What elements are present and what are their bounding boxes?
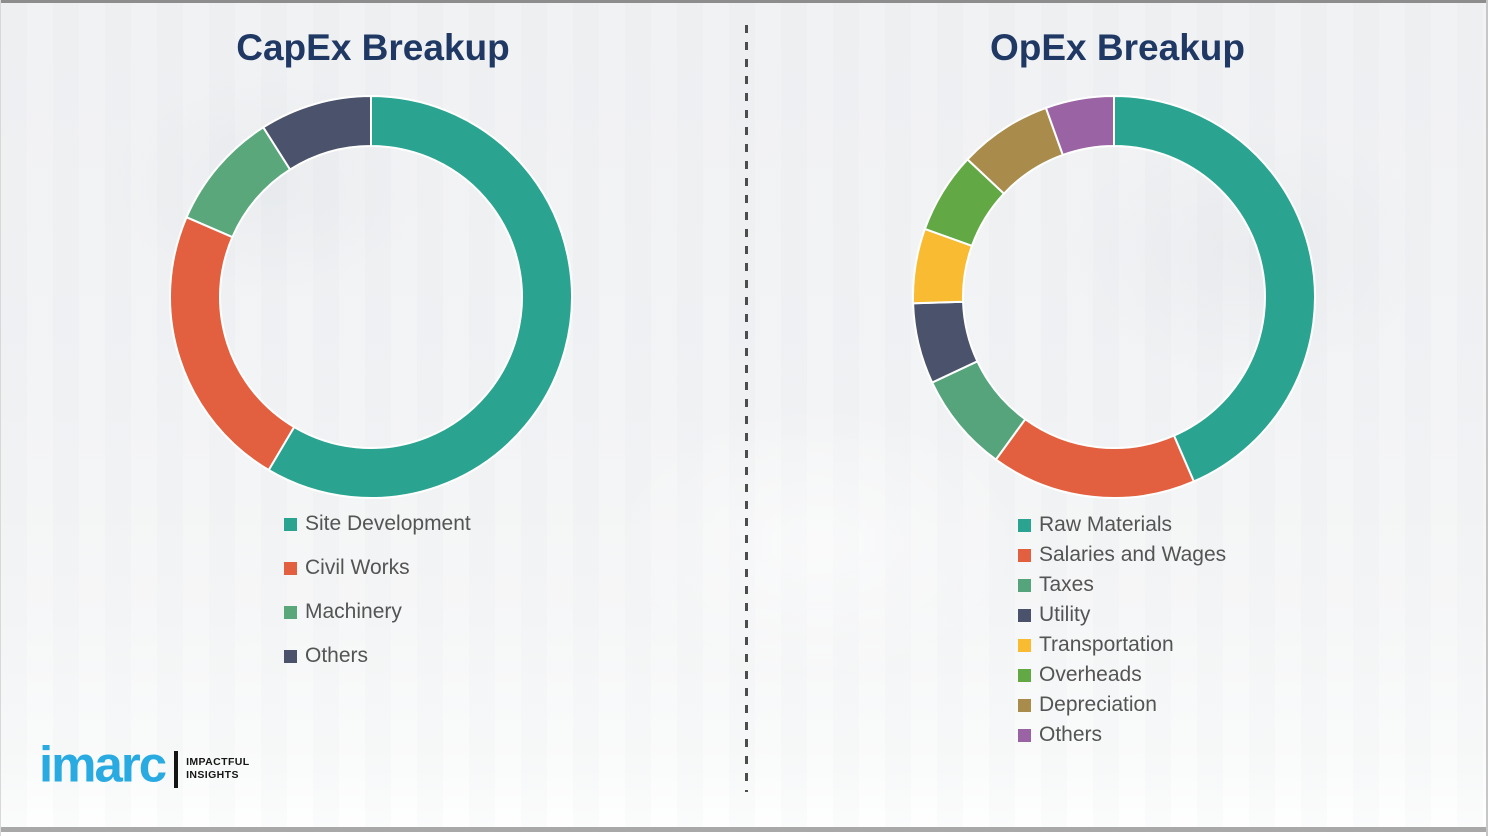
legend-swatch — [284, 649, 297, 663]
legend-swatch — [284, 605, 297, 619]
legend-label: Salaries and Wages — [1039, 543, 1227, 566]
legend-item: Others — [284, 644, 471, 668]
legend-label: Transportation — [1039, 633, 1174, 656]
divider-dashed-line — [745, 25, 748, 792]
legend-swatch — [1018, 608, 1031, 622]
legend-item: Civil Works — [284, 556, 471, 580]
top-border — [1, 0, 1486, 3]
donut-segment-raw-materials — [1113, 94, 1317, 483]
legend-label: Taxes — [1039, 573, 1094, 596]
legend-label: Overheads — [1039, 663, 1142, 686]
legend-label: Others — [305, 644, 369, 667]
imarc-logo-wordmark: imarc — [39, 736, 167, 793]
capex-panel: CapEx Breakup Site Development Civil Work… — [1, 0, 745, 827]
legend-item: Salaries and Wages — [1018, 543, 1226, 567]
legend-swatch — [1018, 668, 1031, 682]
legend-swatch — [284, 517, 297, 531]
legend-label: Site Development — [305, 512, 471, 535]
legend-item: Taxes — [1018, 573, 1226, 597]
donut-segment-others — [1044, 94, 1115, 157]
capex-legend: Site Development Civil Works Machinery Othe… — [284, 512, 471, 688]
imarc-logo-tagline: IMPACTFUL INSIGHTS — [186, 756, 249, 782]
imarc-logo: imarc IMPACTFUL INSIGHTS — [39, 733, 250, 797]
imarc-logo-divider-bar — [174, 750, 179, 788]
legend-swatch — [1018, 698, 1031, 712]
legend-label: Civil Works — [305, 556, 410, 579]
legend-swatch — [1018, 548, 1031, 562]
capex-donut-chart — [168, 94, 573, 499]
opex-donut-chart — [912, 94, 1317, 499]
legend-swatch — [1018, 638, 1031, 652]
imarc-tagline-line2: INSIGHTS — [186, 769, 239, 781]
donut-segment-salaries-and-wages — [994, 417, 1196, 499]
legend-item: Utility — [1018, 603, 1226, 627]
opex-chart-title: OpEx Breakup — [990, 27, 1245, 68]
bottom-border — [1, 827, 1486, 836]
legend-item: Transportation — [1018, 633, 1226, 657]
legend-item: Depreciation — [1018, 693, 1226, 717]
legend-swatch — [1018, 518, 1031, 532]
legend-label: Utility — [1039, 603, 1091, 626]
imarc-tagline-line1: IMPACTFUL — [186, 756, 250, 768]
legend-label: Depreciation — [1039, 693, 1157, 716]
legend-swatch — [1018, 578, 1031, 592]
capex-chart-title: CapEx Breakup — [236, 27, 510, 68]
legend-item: Overheads — [1018, 663, 1226, 687]
opex-legend: Raw Materials Salaries and Wages Taxes Util… — [1018, 513, 1226, 753]
opex-panel: OpEx Breakup Raw Materials Salaries and W… — [748, 0, 1486, 827]
donut-segment-site-development — [267, 94, 573, 499]
legend-item: Raw Materials — [1018, 513, 1226, 537]
legend-label: Others — [1039, 723, 1103, 746]
legend-item: Others — [1018, 723, 1226, 747]
donut-segment-others — [261, 94, 372, 171]
legend-item: Site Development — [284, 512, 471, 536]
donut-segment-civil-works — [168, 215, 296, 472]
legend-label: Raw Materials — [1039, 513, 1173, 536]
legend-item: Machinery — [284, 600, 471, 624]
legend-label: Machinery — [305, 600, 402, 623]
legend-swatch — [284, 561, 297, 575]
legend-swatch — [1018, 728, 1031, 742]
